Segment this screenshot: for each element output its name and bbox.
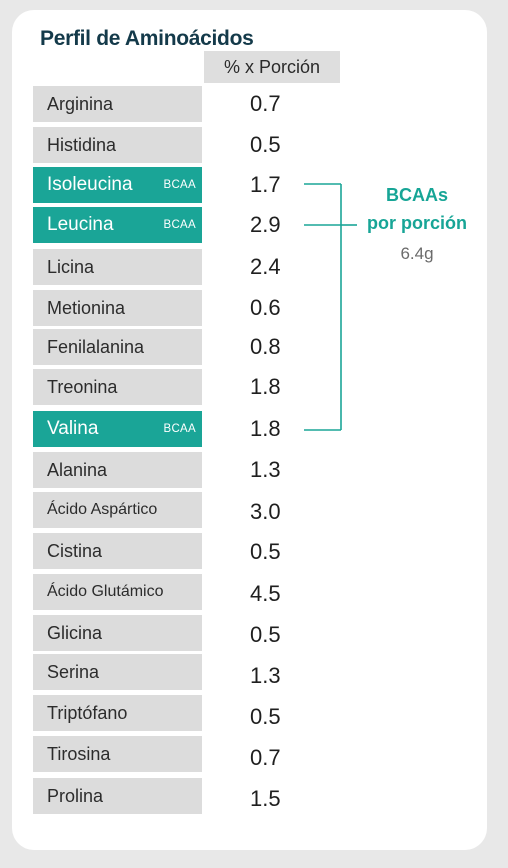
bcaa-summary-title: BCAAs por porción xyxy=(352,181,482,237)
amino-value-fenilalanina: 0.8 xyxy=(250,334,281,359)
amino-value-alanina: 1.3 xyxy=(250,457,281,482)
amino-label-triptofano: Triptófano xyxy=(33,695,202,731)
amino-value-glicina: 0.5 xyxy=(250,622,281,647)
amino-value-valina: 1.8 xyxy=(250,416,281,441)
page-title: Perfil de Aminoácidos xyxy=(40,27,254,50)
amino-label-licina: Licina xyxy=(33,249,202,285)
bcaa-tag: BCAA xyxy=(163,179,196,191)
amino-value-treonina: 1.8 xyxy=(250,374,281,399)
amino-label-isoleucina: Isoleucina BCAA xyxy=(33,167,202,203)
amino-name: Prolina xyxy=(47,785,104,806)
bcaa-tag: BCAA xyxy=(163,219,196,231)
amino-name: Valina xyxy=(47,418,99,439)
amino-label-acido-aspartico: Ácido Aspártico xyxy=(33,492,202,528)
amino-value-acido-glutamico: 4.5 xyxy=(250,581,281,606)
amino-name: Triptófano xyxy=(47,702,128,723)
amino-value-acido-aspartico: 3.0 xyxy=(250,499,281,524)
amino-name: Alanina xyxy=(47,459,108,480)
bcaa-summary-line1: BCAAs xyxy=(385,185,448,205)
amino-value-serina: 1.3 xyxy=(250,663,281,688)
amino-name: Serina xyxy=(47,661,100,682)
amino-name: Histidina xyxy=(47,134,117,155)
column-header: % x Porción xyxy=(204,51,340,83)
amino-name: Fenilalanina xyxy=(47,336,145,357)
amino-label-serina: Serina xyxy=(33,654,202,690)
amino-name: Metionina xyxy=(47,297,126,318)
amino-value-histidina: 0.5 xyxy=(250,132,281,157)
amino-label-valina: Valina BCAA xyxy=(33,411,202,447)
amino-label-fenilalanina: Fenilalanina xyxy=(33,329,202,365)
amino-value-leucina: 2.9 xyxy=(250,212,281,237)
amino-value-licina: 2.4 xyxy=(250,254,281,279)
amino-label-cistina: Cistina xyxy=(33,533,202,569)
amino-value-triptofano: 0.5 xyxy=(250,704,281,729)
amino-name: Tirosina xyxy=(47,743,111,764)
amino-label-glicina: Glicina xyxy=(33,615,202,651)
amino-label-acido-glutamico: Ácido Glutámico xyxy=(33,574,202,610)
amino-value-isoleucina: 1.7 xyxy=(250,172,281,197)
bcaa-summary-value: 6.4g xyxy=(400,244,434,263)
amino-label-metionina: Metionina xyxy=(33,290,202,326)
amino-name: Cistina xyxy=(47,540,103,561)
amino-label-prolina: Prolina xyxy=(33,778,202,814)
amino-value-metionina: 0.6 xyxy=(250,295,281,320)
amino-label-histidina: Histidina xyxy=(33,127,202,163)
amino-value-tirosina: 0.7 xyxy=(250,745,281,770)
amino-name: Leucina xyxy=(47,214,114,235)
bcaa-tag: BCAA xyxy=(163,423,196,435)
amino-label-arginina: Arginina xyxy=(33,86,202,122)
amino-name: Glicina xyxy=(47,622,103,643)
amino-name: Licina xyxy=(47,256,95,277)
amino-label-tirosina: Tirosina xyxy=(33,736,202,772)
amino-value-prolina: 1.5 xyxy=(250,786,281,811)
amino-name: Isoleucina xyxy=(47,174,133,195)
bcaa-summary-line2: por porción xyxy=(367,213,467,233)
amino-name: Ácido Glutámico xyxy=(47,583,164,600)
amino-label-leucina: Leucina BCAA xyxy=(33,207,202,243)
amino-label-treonina: Treonina xyxy=(33,369,202,405)
amino-label-alanina: Alanina xyxy=(33,452,202,488)
amino-value-cistina: 0.5 xyxy=(250,539,281,564)
amino-name: Arginina xyxy=(47,93,114,114)
amino-name: Ácido Aspártico xyxy=(47,501,158,518)
amino-value-arginina: 0.7 xyxy=(250,91,281,116)
amino-name: Treonina xyxy=(47,376,118,397)
